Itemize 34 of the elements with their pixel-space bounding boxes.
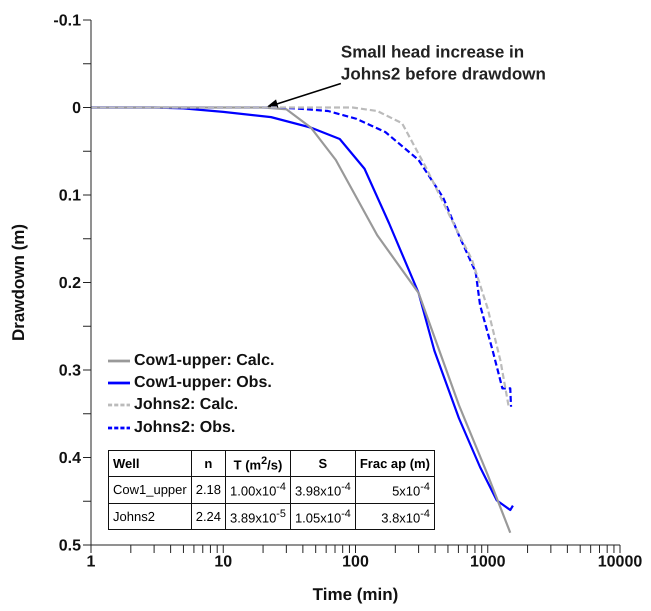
legend-label: Johns2: Obs. [134,418,236,436]
x-axis-title: Time (min) [312,585,398,604]
y-tick-label: 0.2 [58,275,82,292]
x-tick-label: 10 [214,553,232,570]
y-tick-label: 0.5 [58,538,82,555]
annotation: 2.18 [191,476,226,504]
x-tick-label: 10000 [598,553,642,570]
annotation: Well [108,450,192,477]
annotation: 3.98x10$^{-4}$ [290,476,356,504]
y-tick-label: 0.4 [58,450,82,468]
y-tick-label: -0.1 [53,12,82,30]
x-tick-label: 1000 [470,553,506,570]
legend-label: Cow1-upper: Calc. [134,352,274,370]
y-tick-label: 0 [72,100,82,118]
annotation: Small head increase in Johns2 before drawdown [340,42,546,84]
x-tick-label: 100 [342,553,369,570]
legend-label: Johns2: Calc. [134,396,238,414]
annotation: Johns2 [108,503,192,530]
annotation: T (m$^{2}$/s) [226,450,290,477]
annotation: 3.89x10$^{-5}$ [226,503,290,530]
annotation: 2.24 [191,503,226,530]
x-tick-label: 1 [86,553,96,570]
annotation: 1.00x10$^{-4}$ [226,476,290,504]
y-axis-title: Drawdown (m) [9,224,28,342]
y-tick-label: 0.3 [58,362,82,380]
annotation: Cow1_upper [108,476,192,504]
legend-label: Cow1-upper: Obs. [134,374,272,392]
annotation: Frac ap (m) [355,450,434,477]
y-tick-label: 0.1 [58,188,82,205]
annotation: S [290,450,356,477]
annotation: 5x10$^{-4}$ [355,476,434,504]
annotation: n [191,450,226,477]
annotation: 3.8x10$^{-4}$ [355,503,434,530]
annotation: 1.05x10$^{-4}$ [290,503,356,530]
